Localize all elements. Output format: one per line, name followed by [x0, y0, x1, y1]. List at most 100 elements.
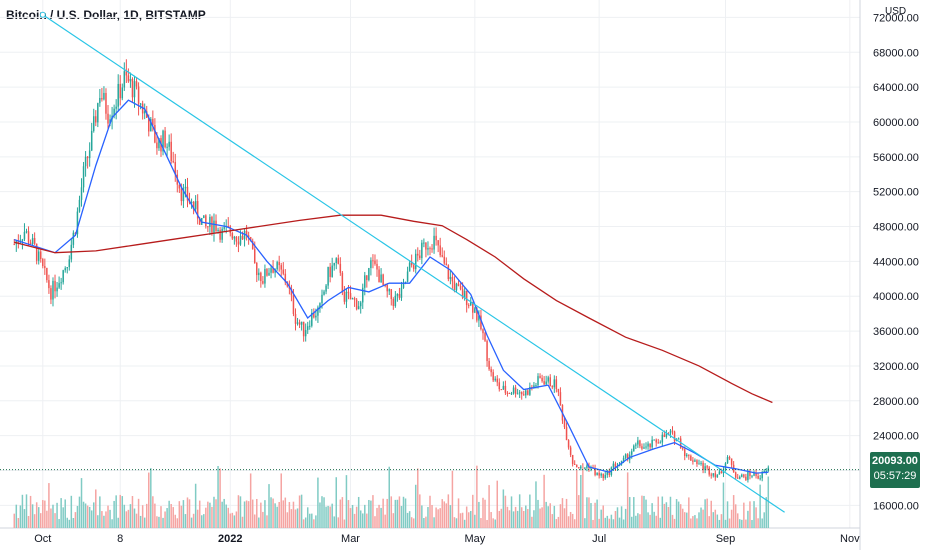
candle-body [553, 379, 556, 388]
last-price-value: 20093.00 [872, 455, 918, 467]
volume-bar [467, 512, 470, 528]
candle-body [380, 274, 382, 283]
volume-bar [710, 500, 712, 528]
candle-body [148, 117, 150, 132]
candle-body [37, 251, 40, 261]
candle-body [76, 211, 79, 235]
volume-bar [15, 504, 18, 528]
volume-bar [547, 506, 549, 528]
volume-bar [618, 517, 621, 528]
candle-body [353, 298, 356, 300]
volume-bar [439, 508, 441, 528]
volume-bar [667, 506, 670, 528]
volume-bar [449, 505, 452, 528]
volume-bar [704, 499, 706, 528]
last-price-badge: 20093.00 05:57:29 [870, 452, 920, 488]
candle-body [431, 248, 433, 250]
volume-bar [417, 468, 419, 528]
candle-body [388, 289, 390, 292]
x-tick-label: Sep [716, 533, 736, 545]
candle-body [68, 259, 71, 268]
volume-bar [343, 519, 346, 528]
candle-body [516, 393, 519, 395]
candle-body [304, 330, 307, 337]
y-tick-label: 72000.00 [873, 12, 919, 24]
volume-bar [586, 497, 588, 528]
candle-body [714, 473, 717, 478]
candle-body [90, 130, 93, 151]
candle-body [231, 233, 234, 239]
candle-body [366, 275, 368, 280]
volume-bar [270, 497, 272, 528]
volume-bar [52, 504, 54, 528]
candle-body [669, 430, 672, 434]
volume-bar [661, 496, 664, 528]
volume-bar [72, 517, 75, 528]
volume-bar [141, 505, 144, 528]
candle-body [48, 280, 50, 289]
candle-body [205, 215, 207, 227]
candle-body [311, 312, 313, 326]
candle-body [704, 466, 706, 470]
candle-body [131, 78, 134, 98]
volume-bar [525, 505, 527, 528]
candle-body [755, 472, 757, 476]
candle-body [490, 369, 492, 373]
candle-body [421, 242, 423, 259]
candle-body [647, 443, 649, 447]
volume-bar [294, 509, 297, 528]
candle-body [237, 241, 240, 245]
candle-body [72, 232, 75, 245]
candle-body [429, 248, 431, 250]
y-tick-label: 48000.00 [873, 222, 919, 234]
candle-body [500, 389, 503, 391]
volume-bar [659, 517, 662, 528]
volume-bar [679, 504, 682, 528]
candle-body [414, 253, 417, 270]
volume-bar [739, 519, 741, 528]
candle-body [443, 256, 446, 264]
sma_fast-line [14, 99, 769, 474]
volume-bar [708, 516, 710, 528]
volume-bar [596, 499, 598, 528]
volume-bar [115, 495, 117, 528]
volume-bar [319, 502, 321, 528]
candle-body [535, 385, 537, 387]
candle-body [690, 455, 692, 461]
candle-body [671, 430, 674, 432]
volume-bar [459, 513, 462, 528]
volume-bar [470, 510, 472, 528]
candle-body [46, 267, 48, 281]
volume-bar [398, 496, 401, 528]
candle-body [31, 238, 34, 244]
y-tick-label: 16000.00 [873, 500, 919, 512]
candle-body [107, 113, 109, 124]
volume-bar [673, 518, 676, 528]
candle-body [129, 78, 132, 82]
volume-bar [33, 514, 36, 528]
volume-bar [592, 519, 594, 528]
candle-body [498, 382, 501, 390]
volume-bar [443, 501, 446, 528]
candle-body [626, 454, 629, 460]
candle-body [162, 130, 164, 152]
volume-bar [494, 519, 496, 528]
candle-body [484, 333, 486, 341]
candle-body [655, 439, 657, 443]
candle-body [156, 142, 158, 149]
volume-bar [286, 512, 289, 528]
candle-body [235, 236, 238, 242]
candle-body [739, 476, 741, 479]
volume-bar [315, 515, 317, 528]
candle-body [133, 81, 136, 98]
volume-bar [537, 499, 539, 528]
volume-bar [553, 505, 556, 528]
candle-body [622, 457, 625, 461]
candle-body [734, 472, 737, 478]
volume-bar [298, 495, 301, 528]
volume-bar [174, 514, 177, 528]
candle-body [445, 263, 448, 266]
candle-body [137, 86, 140, 104]
volume-bar [345, 475, 348, 528]
